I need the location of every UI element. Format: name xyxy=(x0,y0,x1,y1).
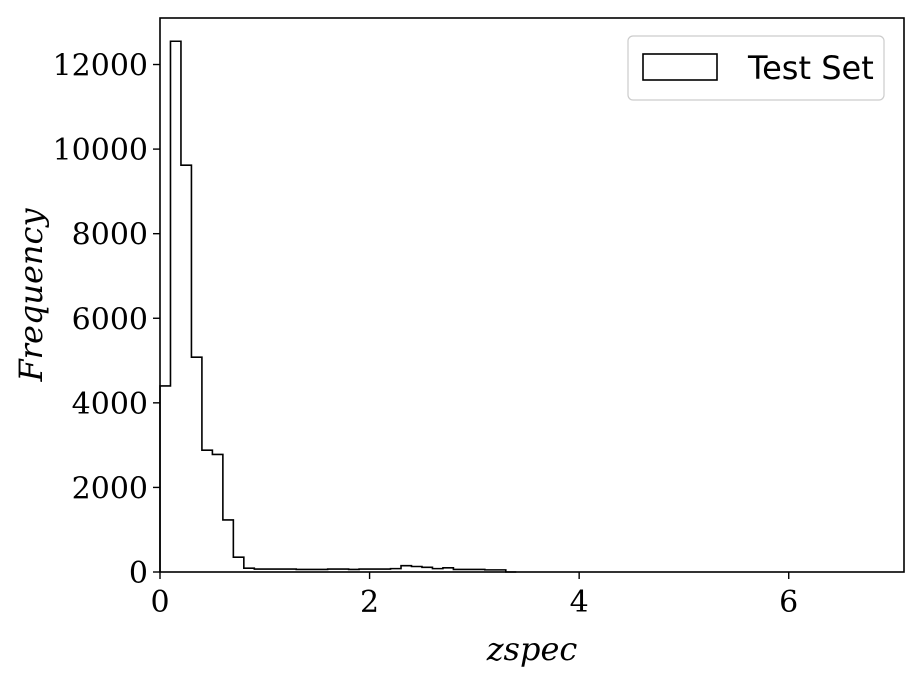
histogram-bin xyxy=(170,41,180,572)
y-tick-label: 0 xyxy=(129,556,148,591)
x-tick-label: 2 xyxy=(360,585,379,620)
plot-area xyxy=(159,17,905,573)
x-axis-label: zspec xyxy=(486,630,578,668)
histogram-bin xyxy=(202,450,212,572)
legend-box xyxy=(627,35,885,101)
histogram-bin xyxy=(191,357,201,572)
legend-swatch-test-set xyxy=(642,53,718,81)
histogram-bin xyxy=(160,386,170,572)
y-tick-label: 2000 xyxy=(72,471,148,506)
plot-frame xyxy=(159,17,905,573)
x-tick-label: 4 xyxy=(570,585,589,620)
histogram-bin xyxy=(223,520,233,572)
histogram-bin xyxy=(181,165,191,572)
y-axis: 0 2000 4000 6000 8000 10000 12000 xyxy=(53,49,160,591)
y-tick-label: 8000 xyxy=(72,218,148,253)
y-tick-label: 12000 xyxy=(53,49,148,84)
x-axis: 0 2 4 6 xyxy=(150,572,798,620)
y-tick-label: 4000 xyxy=(72,387,148,422)
y-tick-label: 6000 xyxy=(72,302,148,337)
legend-label-test-set: Test Set xyxy=(747,49,874,87)
histogram-bin xyxy=(411,567,421,572)
y-axis-label: Frequency xyxy=(12,208,50,383)
histogram-bin xyxy=(233,557,243,572)
histogram-bin xyxy=(401,566,411,572)
legend: Test Set xyxy=(627,35,885,101)
y-tick-label: 10000 xyxy=(53,133,148,168)
x-tick-label: 0 xyxy=(150,585,169,620)
histogram-bin xyxy=(212,454,222,572)
histogram-outline xyxy=(159,40,517,573)
x-tick-label: 6 xyxy=(779,585,798,620)
